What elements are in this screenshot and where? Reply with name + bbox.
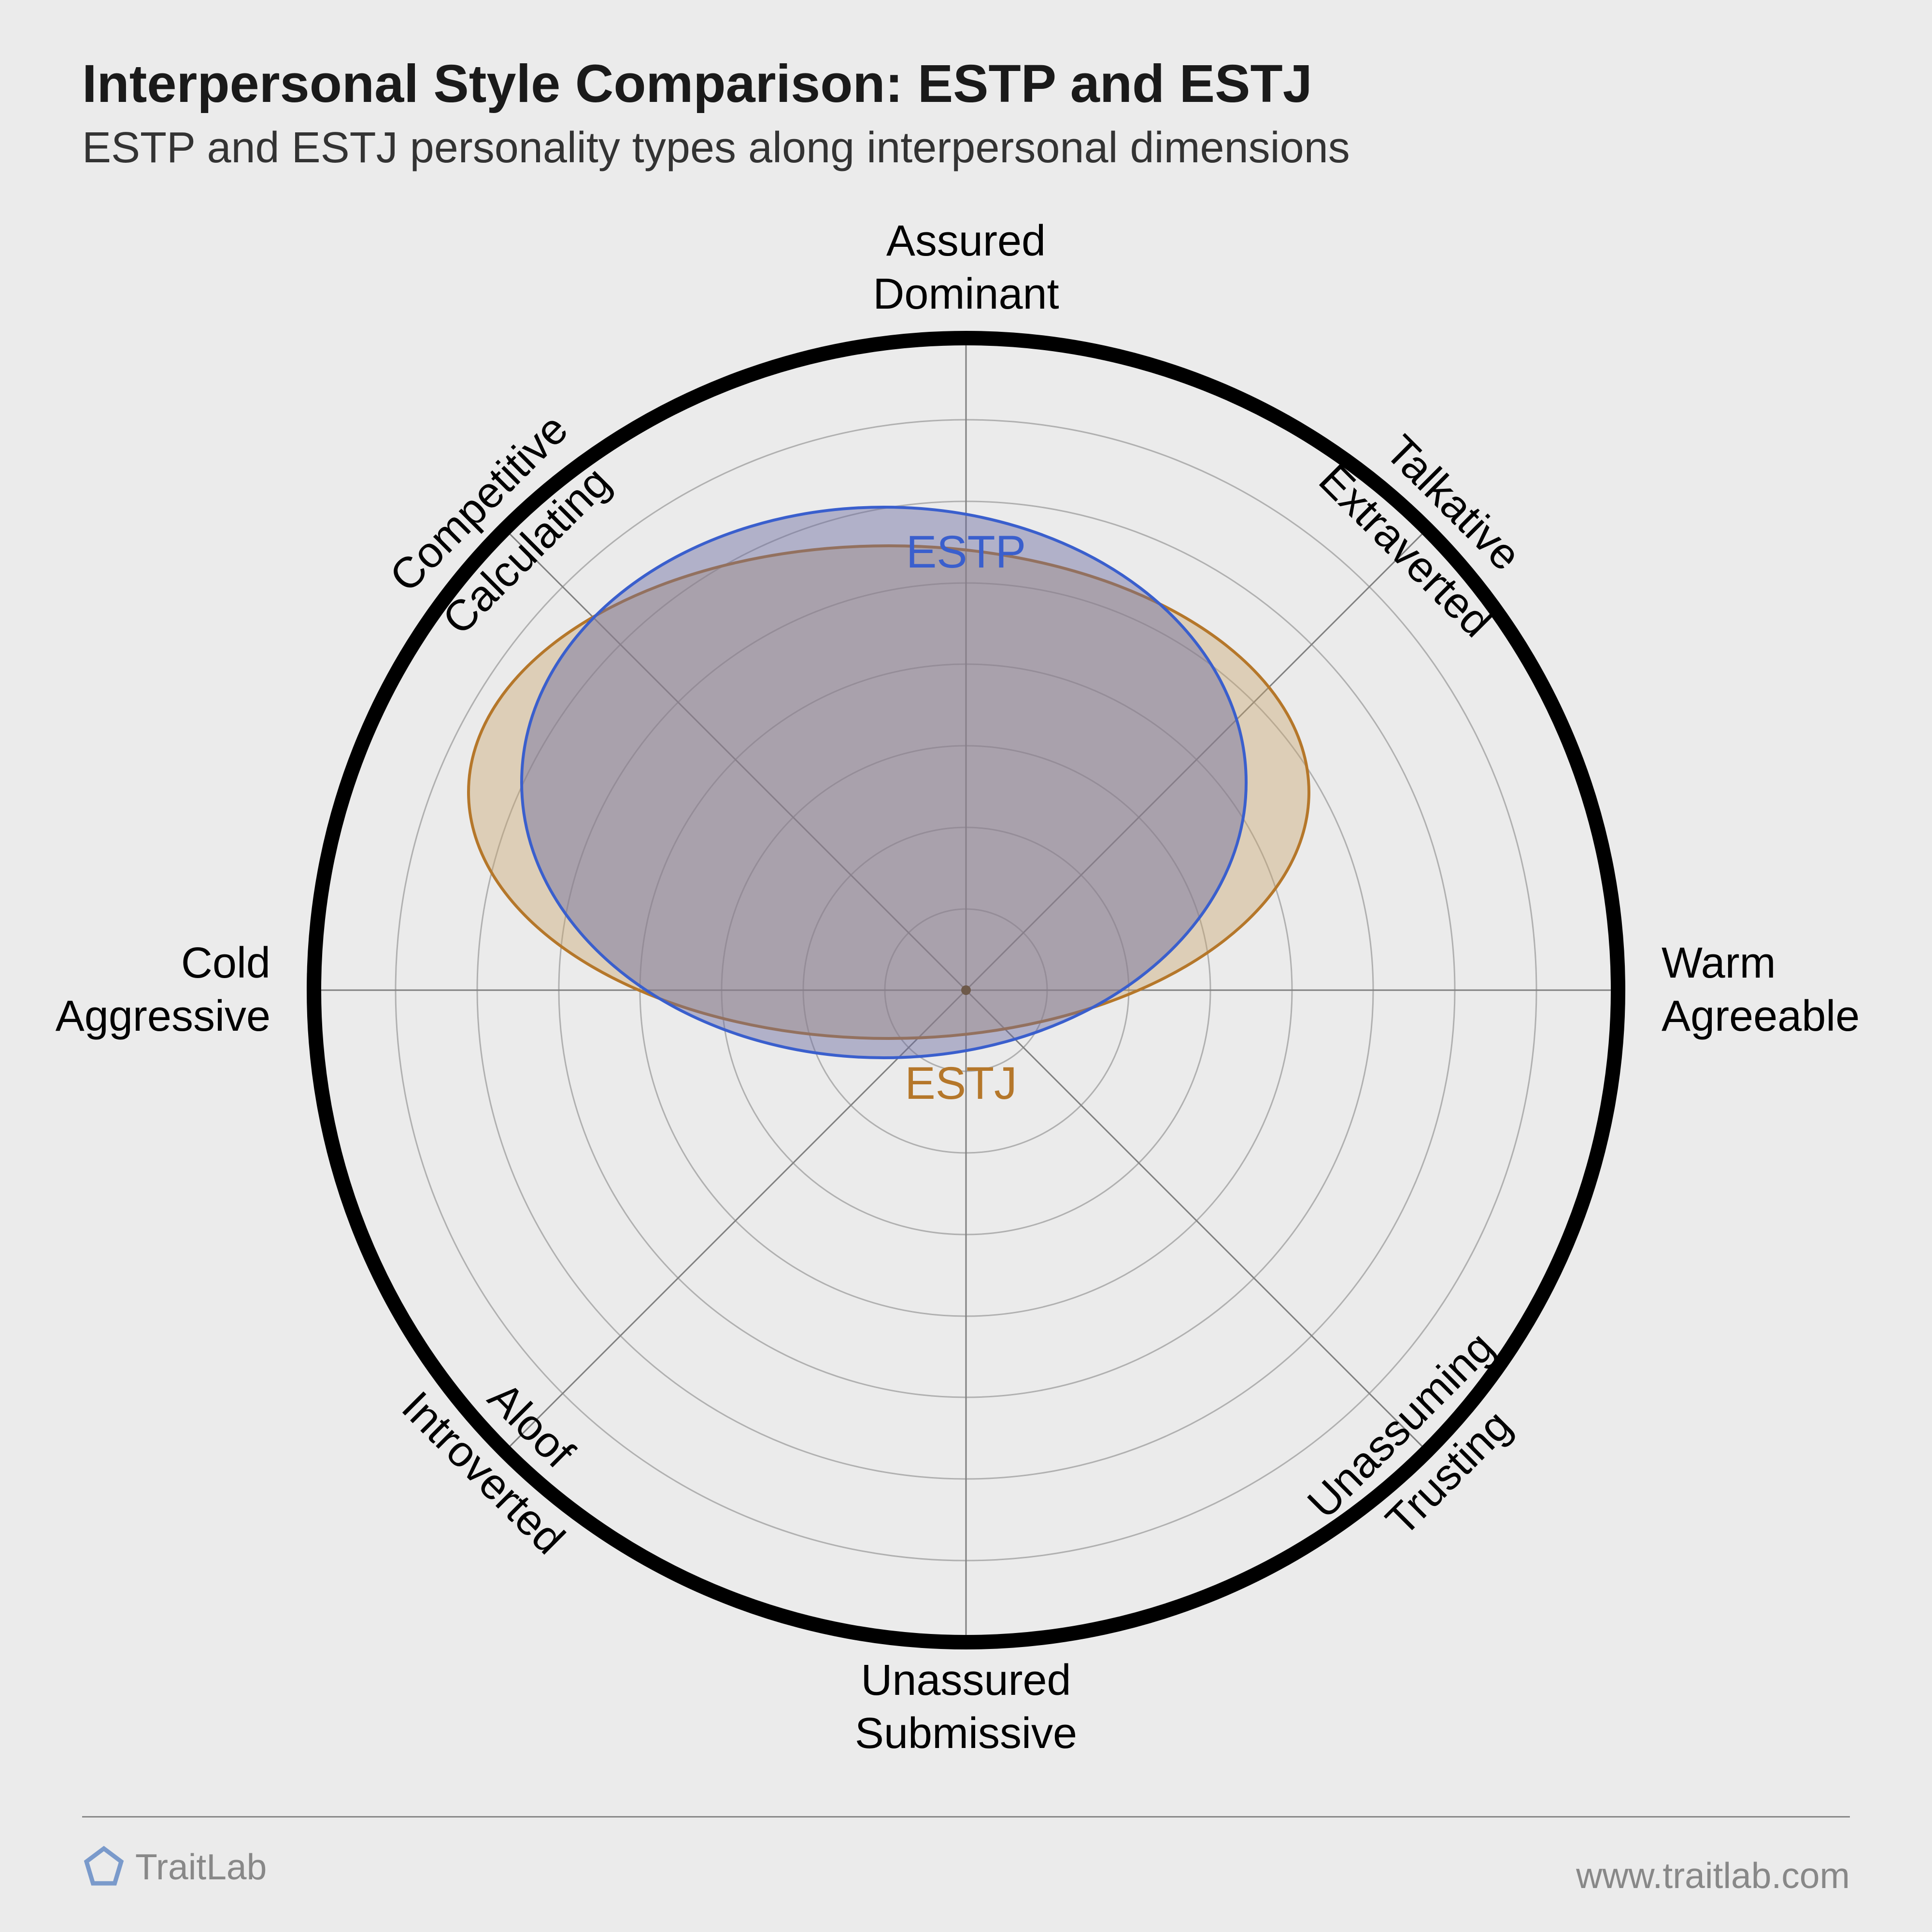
axis-label: Unassured — [861, 1656, 1071, 1705]
axis-label: Assured — [886, 217, 1046, 265]
series-label-ESTP: ESTP — [906, 526, 1026, 578]
brand-name: TraitLab — [135, 1846, 267, 1888]
brand-logo-icon — [82, 1845, 126, 1889]
axis-label: Dominant — [873, 270, 1059, 318]
center-dot — [961, 985, 971, 995]
series-label-ESTJ: ESTJ — [905, 1058, 1017, 1109]
chart-container: Interpersonal Style Comparison: ESTP and… — [0, 0, 1932, 1932]
axis-label: Submissive — [855, 1709, 1077, 1758]
footer-url-text: www.traitlab.com — [1576, 1855, 1850, 1896]
axis-label: Warm — [1662, 939, 1776, 987]
footer-url: www.traitlab.com — [1576, 1855, 1850, 1896]
circumplex-chart: AssuredDominantExtravertedTalkativeWarmA… — [0, 0, 1932, 1932]
spoke — [966, 990, 1427, 1451]
spoke — [505, 990, 966, 1451]
series-ESTP — [522, 507, 1246, 1058]
axis-label: Cold — [181, 939, 270, 987]
axis-label: Agreeable — [1662, 992, 1860, 1040]
footer-brand: TraitLab — [82, 1845, 267, 1889]
footer-divider — [82, 1816, 1850, 1818]
axis-label: Aggressive — [56, 992, 270, 1040]
